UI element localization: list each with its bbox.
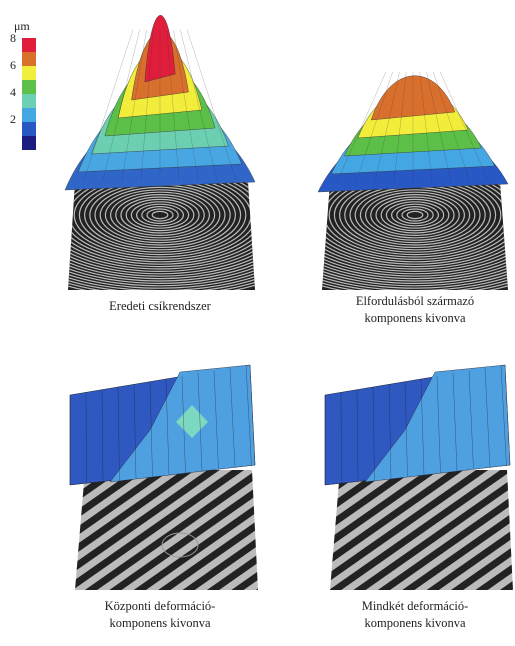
panel-caption: Központi deformáció- xyxy=(105,599,216,613)
panel-caption: komponens kivonva xyxy=(364,616,465,630)
panel-caption: Mindkét deformáció- xyxy=(362,599,469,613)
panel-caption: komponens kivonva xyxy=(109,616,210,630)
colorbar-swatch xyxy=(22,122,36,136)
panel-caption: komponens kivonva xyxy=(364,311,465,325)
colorbar-tick: 8 xyxy=(10,31,16,45)
figure: μm 8 6 4 2 Eredeti csíkrendszer Elfordulásbó… xyxy=(0,0,515,641)
colorbar-swatch xyxy=(22,38,36,52)
colorbar-swatch xyxy=(22,94,36,108)
colorbar-tick: 4 xyxy=(10,85,16,99)
colorbar-swatch xyxy=(22,66,36,80)
colorbar-unit: μm xyxy=(14,19,30,33)
colorbar-swatch xyxy=(22,80,36,94)
colorbar-swatch xyxy=(22,108,36,122)
panel-caption: Elfordulásból származó xyxy=(356,294,474,308)
colorbar-swatch xyxy=(22,136,36,150)
colorbar-tick: 2 xyxy=(10,112,16,126)
panel-caption: Eredeti csíkrendszer xyxy=(109,299,212,313)
colorbar-tick: 6 xyxy=(10,58,16,72)
colorbar-swatch xyxy=(22,52,36,66)
fringe-plane xyxy=(330,470,513,590)
fringe-plane xyxy=(75,470,258,590)
